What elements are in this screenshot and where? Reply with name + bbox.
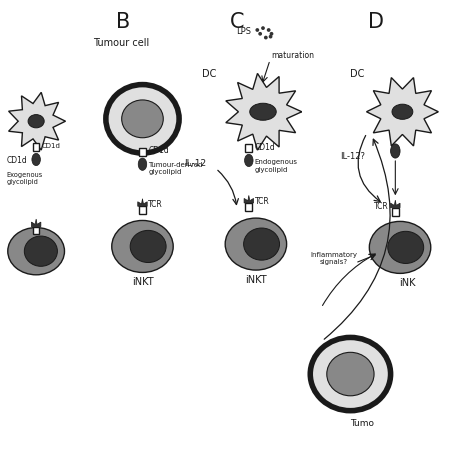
Ellipse shape <box>130 230 166 263</box>
Circle shape <box>269 35 273 38</box>
FancyBboxPatch shape <box>245 203 252 211</box>
Ellipse shape <box>392 104 413 119</box>
Text: Tumour-derived
glycolipid: Tumour-derived glycolipid <box>148 162 202 175</box>
FancyBboxPatch shape <box>245 144 252 152</box>
Text: iNK: iNK <box>399 278 415 288</box>
Circle shape <box>267 28 271 32</box>
Text: maturation: maturation <box>271 51 314 60</box>
Ellipse shape <box>327 352 374 396</box>
Ellipse shape <box>32 154 40 165</box>
PathPatch shape <box>366 78 438 146</box>
Circle shape <box>270 32 273 36</box>
Circle shape <box>261 26 265 30</box>
Text: Inflammatory
signals?: Inflammatory signals? <box>310 252 357 265</box>
Ellipse shape <box>250 103 276 120</box>
Text: iNKT: iNKT <box>245 274 267 284</box>
Ellipse shape <box>388 231 424 264</box>
Text: B: B <box>117 12 131 32</box>
Ellipse shape <box>245 155 253 166</box>
Ellipse shape <box>391 144 400 158</box>
Ellipse shape <box>28 115 44 128</box>
FancyBboxPatch shape <box>139 206 146 214</box>
Ellipse shape <box>369 221 431 273</box>
Circle shape <box>264 36 268 39</box>
Ellipse shape <box>106 84 179 153</box>
Text: TCR: TCR <box>255 197 269 206</box>
Ellipse shape <box>138 158 147 170</box>
Ellipse shape <box>8 228 64 275</box>
Text: TCR: TCR <box>148 201 163 210</box>
Text: IL-12?: IL-12? <box>340 152 365 161</box>
Text: Endogenous
glycolipid: Endogenous glycolipid <box>255 159 298 173</box>
PathPatch shape <box>226 73 302 150</box>
Text: IL-12: IL-12 <box>184 159 206 168</box>
Text: CD1d: CD1d <box>41 143 60 149</box>
Text: CD1d: CD1d <box>7 156 27 165</box>
Text: TCR: TCR <box>374 202 388 211</box>
Text: CD1d: CD1d <box>148 146 169 155</box>
Circle shape <box>255 28 259 32</box>
PathPatch shape <box>31 219 41 227</box>
Text: LPS: LPS <box>236 27 251 36</box>
Text: Exogenous
glycolipid: Exogenous glycolipid <box>7 172 43 185</box>
Circle shape <box>258 32 262 36</box>
Text: iNKT: iNKT <box>132 277 153 287</box>
Text: C: C <box>230 12 244 32</box>
FancyBboxPatch shape <box>33 144 39 151</box>
PathPatch shape <box>391 200 400 208</box>
PathPatch shape <box>9 92 65 150</box>
Ellipse shape <box>112 220 173 273</box>
Text: D: D <box>368 12 384 32</box>
FancyBboxPatch shape <box>33 227 39 234</box>
Ellipse shape <box>122 100 163 138</box>
FancyBboxPatch shape <box>392 208 399 216</box>
Ellipse shape <box>310 337 391 410</box>
Ellipse shape <box>244 228 280 260</box>
PathPatch shape <box>244 195 254 203</box>
Text: DC: DC <box>202 69 217 79</box>
Text: DC: DC <box>350 69 365 79</box>
Text: Tumo: Tumo <box>350 419 374 428</box>
Ellipse shape <box>24 236 57 266</box>
Text: Tumour cell: Tumour cell <box>93 38 149 48</box>
FancyBboxPatch shape <box>139 148 146 156</box>
PathPatch shape <box>138 199 147 206</box>
Ellipse shape <box>225 218 287 270</box>
Text: CD1d: CD1d <box>255 143 275 152</box>
